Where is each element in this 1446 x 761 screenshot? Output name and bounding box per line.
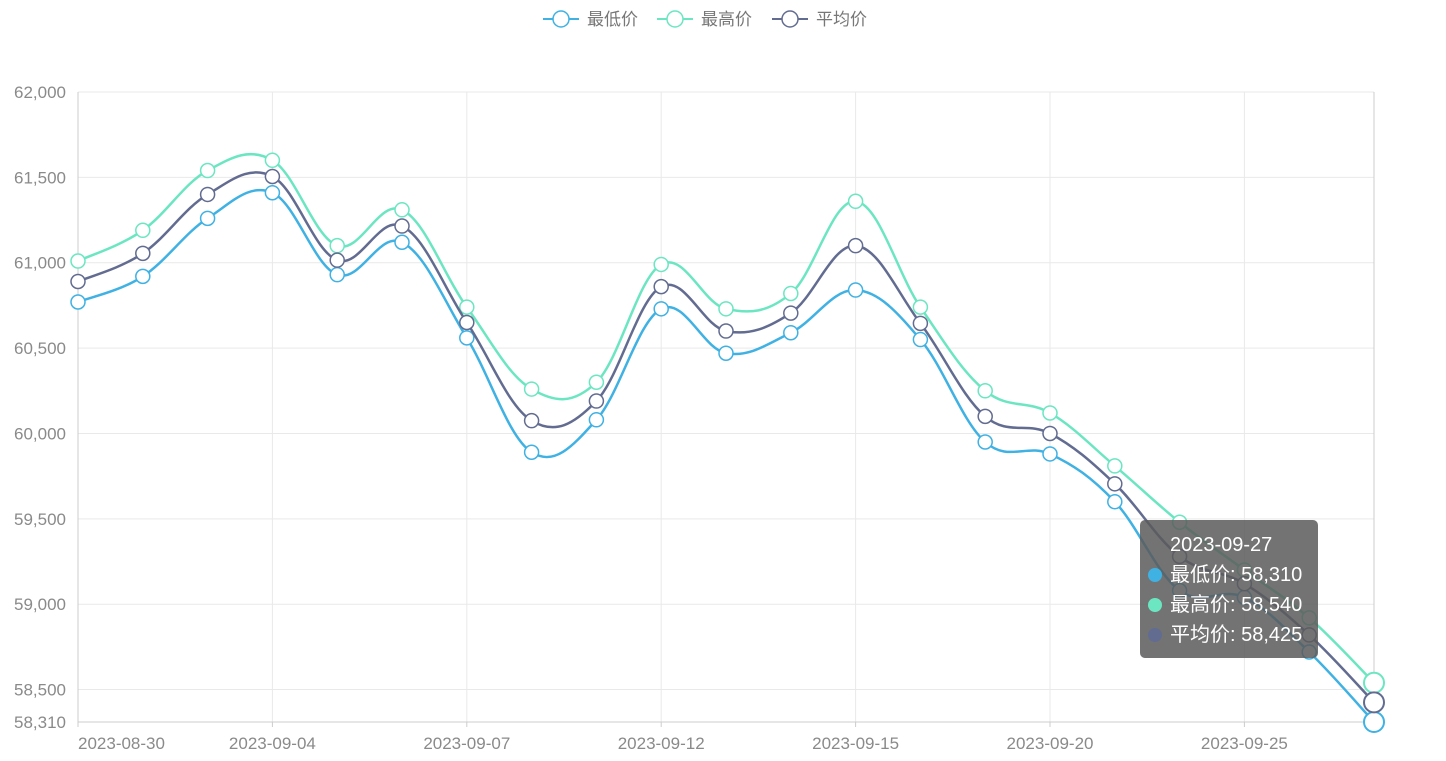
data-point-max: [394, 202, 410, 218]
tooltip-dot-min: [1148, 568, 1162, 582]
tooltip-row-avg: 平均价: 58,425: [1148, 620, 1318, 650]
legend-label: 最低价: [587, 10, 638, 29]
data-point-min: [1042, 446, 1058, 462]
data-point-min: [718, 345, 734, 361]
legend-item-min[interactable]: 最低价: [543, 10, 638, 29]
data-point-min: [1363, 711, 1385, 733]
tooltip-row-min-label: 最低价: 58,310: [1170, 564, 1303, 586]
data-point-max: [523, 381, 540, 397]
data-point-min: [199, 210, 216, 227]
tooltip-row-max: 最高价: 58,540: [1148, 590, 1318, 620]
x-tick-label: 2023-08-30: [78, 734, 165, 753]
data-point-max: [459, 299, 475, 315]
data-point-min: [653, 301, 669, 317]
legend-label: 最高价: [701, 10, 752, 29]
data-point-max: [783, 285, 799, 302]
x-tick-label: 2023-09-07: [423, 734, 510, 753]
tooltip-row-min: 最低价: 58,310: [1148, 560, 1318, 590]
data-point-max: [912, 299, 929, 315]
y-tick-label: 61,000: [14, 254, 66, 273]
tooltip-row-avg-label: 平均价: 58,425: [1170, 624, 1303, 646]
data-point-max: [588, 374, 605, 390]
x-tick-label: 2023-09-20: [1007, 734, 1094, 753]
data-point-avg: [394, 218, 410, 234]
legend-item-avg[interactable]: 平均价: [772, 10, 867, 29]
y-tick-label: 59,500: [14, 510, 66, 529]
legend-swatch-circle: [552, 10, 570, 28]
y-tick-label: 60,500: [14, 339, 66, 358]
data-point-avg: [718, 323, 734, 339]
tooltip-title: 2023-09-27: [1170, 534, 1273, 556]
data-point-avg: [1363, 691, 1385, 714]
data-point-avg: [783, 305, 799, 321]
data-point-min: [588, 412, 605, 428]
x-tick-label: 2023-09-25: [1201, 734, 1288, 753]
data-point-avg: [264, 168, 281, 185]
legend-item-max[interactable]: 最高价: [657, 10, 752, 29]
axes: 58,310 58,500 59,000 59,500 60,000 60,500 61,0…: [14, 83, 1375, 753]
data-point-avg: [199, 186, 216, 203]
data-point-max: [1363, 671, 1385, 694]
data-point-max: [1042, 405, 1058, 421]
legend-swatch-circle: [666, 10, 684, 28]
data-point-min: [1107, 494, 1123, 510]
data-point-min: [523, 444, 540, 460]
data-point-min: [70, 294, 86, 310]
y-tick-label: 58,310: [14, 713, 66, 732]
data-point-avg: [523, 412, 540, 429]
x-tick-label: 2023-09-04: [229, 734, 316, 753]
data-point-avg: [70, 273, 86, 290]
data-point-max: [718, 301, 734, 317]
data-point-min: [977, 434, 993, 450]
data-point-avg: [135, 245, 151, 262]
data-point-min: [394, 234, 410, 250]
data-point-min: [783, 324, 799, 341]
data-point-min: [459, 330, 475, 346]
data-point-max: [135, 222, 151, 239]
legend[interactable]: 最低价 最高价 平均价: [543, 10, 867, 29]
data-point-max: [1107, 458, 1123, 474]
tooltip-row-max-label: 最高价: 58,540: [1170, 594, 1303, 616]
data-point-avg: [459, 314, 475, 331]
data-point-max: [653, 256, 669, 273]
y-tick-label: 62,000: [14, 83, 66, 102]
legend-swatch-circle: [781, 10, 799, 28]
data-point-avg: [912, 315, 929, 332]
data-point-avg: [588, 393, 605, 409]
data-point-avg: [977, 408, 993, 425]
data-point-min: [264, 184, 281, 201]
data-point-min: [329, 266, 345, 283]
data-point-max: [977, 383, 993, 399]
data-point-min: [847, 282, 864, 298]
y-tick-label: 58,500: [14, 681, 66, 700]
legend-label: 平均价: [816, 10, 867, 29]
tooltip-dot-max: [1148, 598, 1162, 612]
data-point-max: [264, 152, 281, 169]
data-point-min: [912, 331, 929, 348]
data-point-max: [847, 193, 864, 210]
data-point-min: [135, 268, 151, 285]
data-point-avg: [329, 252, 345, 268]
y-tick-label: 60,000: [14, 424, 66, 443]
data-point-max: [70, 253, 86, 269]
tooltip: 2023-09-27 最低价: 58,310 最高价: 58,540 平均价: …: [1140, 520, 1318, 658]
x-tick-label: 2023-09-15: [812, 734, 899, 753]
y-tick-label: 61,500: [14, 168, 66, 187]
data-point-max: [329, 237, 345, 254]
y-tick-label: 59,000: [14, 595, 66, 614]
tooltip-dot-avg: [1148, 628, 1162, 642]
data-point-avg: [653, 278, 669, 295]
data-point-avg: [1107, 476, 1123, 492]
data-point-avg: [1042, 425, 1058, 442]
data-point-max: [199, 162, 216, 179]
data-point-avg: [847, 237, 864, 254]
x-tick-label: 2023-09-12: [618, 734, 705, 753]
